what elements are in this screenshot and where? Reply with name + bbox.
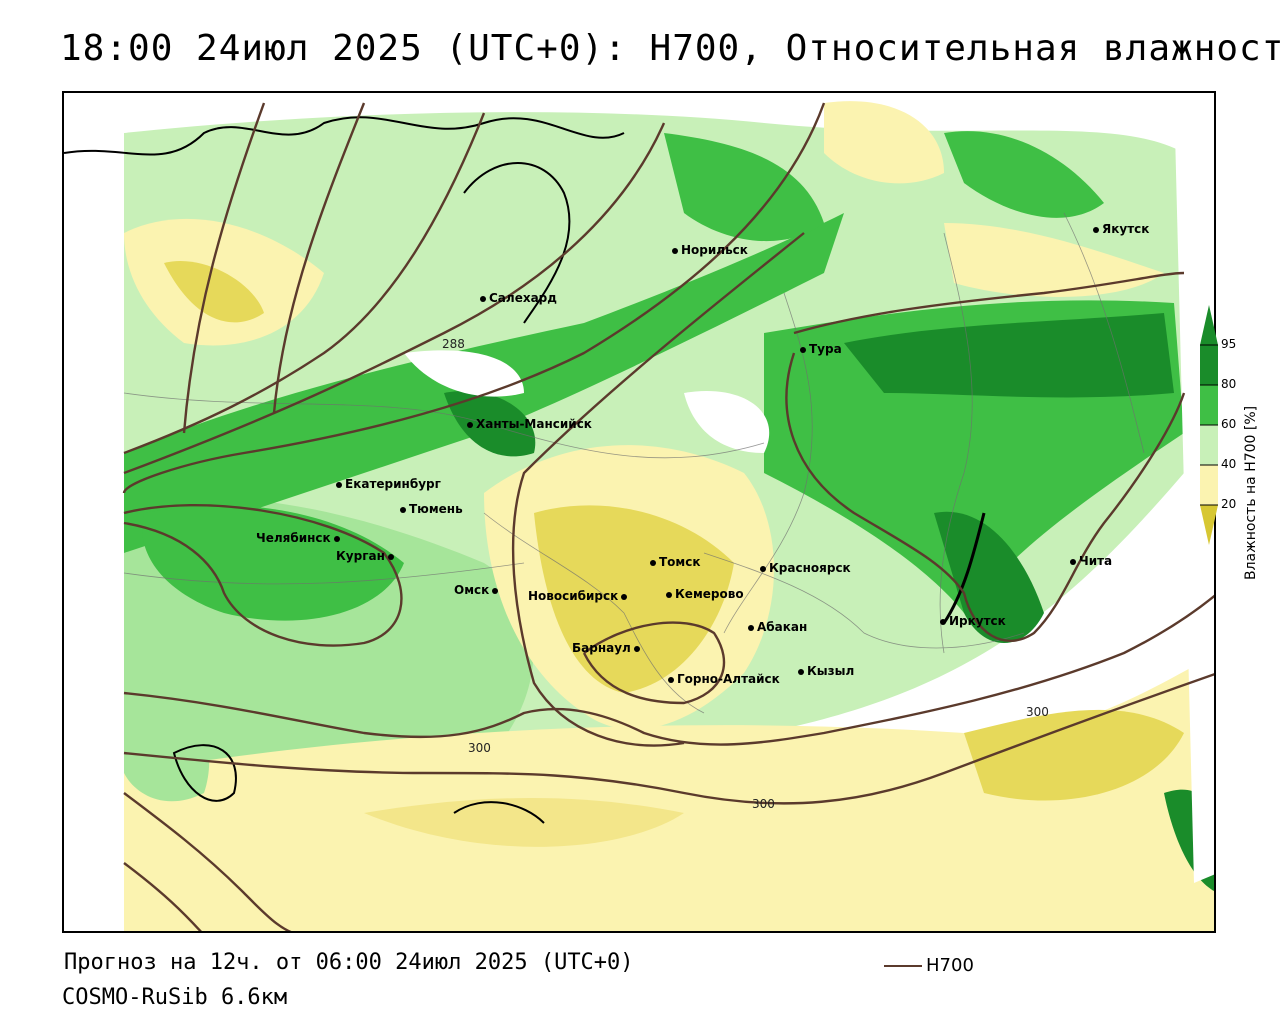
city-kyzyl: Кызыл — [798, 664, 854, 678]
colorbar-tick-80: 80 — [1221, 377, 1237, 391]
city-dot — [650, 559, 656, 566]
humidity-map: 288 300 300 300 Якутск Норильск Салехард… — [62, 91, 1216, 933]
city-salekhard: Салехард — [480, 291, 557, 305]
forecast-info: Прогноз на 12ч. от 06:00 24июл 2025 (UTC… — [64, 950, 634, 975]
city-barnaul: Барнаул — [572, 641, 643, 655]
city-tyumen: Тюмень — [400, 502, 463, 516]
city-yekaterinburg: Екатеринбург — [336, 477, 441, 491]
colorbar-tick-95: 95 — [1221, 337, 1237, 351]
city-chita: Чита — [1070, 554, 1112, 568]
city-dot — [940, 618, 946, 625]
city-dot — [492, 587, 499, 594]
city-omsk: Омск — [454, 583, 501, 597]
city-dot — [666, 591, 672, 598]
city-dot — [480, 295, 486, 302]
colorbar-tick-20: 20 — [1221, 497, 1237, 511]
city-tomsk: Томск — [650, 555, 701, 569]
city-novosibirsk: Новосибирск — [528, 589, 630, 603]
city-dot — [333, 535, 340, 542]
city-dot — [1070, 558, 1076, 565]
contour-label-300: 300 — [752, 797, 775, 811]
map-canvas — [64, 93, 1214, 931]
contour-label-300: 300 — [1026, 705, 1049, 719]
contour-legend-label: H700 — [926, 955, 974, 976]
city-dot — [621, 593, 628, 600]
city-gorno-altaysk: Горно-Алтайск — [668, 672, 780, 686]
city-tura: Тура — [800, 342, 842, 356]
contour-legend: H700 — [884, 955, 974, 976]
city-dot — [1093, 226, 1099, 233]
colorbar-tick-60: 60 — [1221, 417, 1237, 431]
city-kurgan: Курган — [336, 549, 397, 563]
city-dot — [668, 676, 674, 683]
city-chelyabinsk: Челябинск — [256, 531, 343, 545]
city-dot — [633, 645, 640, 652]
contour-label-288: 288 — [442, 337, 465, 351]
city-irkutsk: Иркутск — [940, 614, 1006, 628]
city-dot — [387, 553, 394, 560]
colorbar-title: Влажность на H700 [%] — [1243, 405, 1259, 580]
humidity-colorbar — [1200, 305, 1218, 545]
city-dot — [798, 668, 804, 675]
city-dot — [748, 624, 754, 631]
city-dot — [760, 565, 766, 572]
city-krasnoyarsk: Красноярск — [760, 561, 851, 575]
city-dot — [467, 421, 473, 428]
city-dot — [400, 506, 406, 513]
city-dot — [800, 346, 806, 353]
contour-legend-swatch — [884, 964, 922, 967]
map-title: 18:00 24июл 2025 (UTC+0): H700, Относите… — [60, 28, 1280, 69]
city-yakutsk: Якутск — [1093, 222, 1149, 236]
colorbar-tick-40: 40 — [1221, 457, 1237, 471]
model-name: COSMO-RuSib 6.6км — [62, 985, 288, 1010]
city-abakan: Абакан — [748, 620, 807, 634]
city-kemerovo: Кемерово — [666, 587, 744, 601]
city-khanty-mansiysk: Ханты-Мансийск — [467, 417, 592, 431]
city-norilsk: Норильск — [672, 243, 748, 257]
contour-label-300: 300 — [468, 741, 491, 755]
city-dot — [672, 247, 678, 254]
city-dot — [336, 481, 342, 488]
